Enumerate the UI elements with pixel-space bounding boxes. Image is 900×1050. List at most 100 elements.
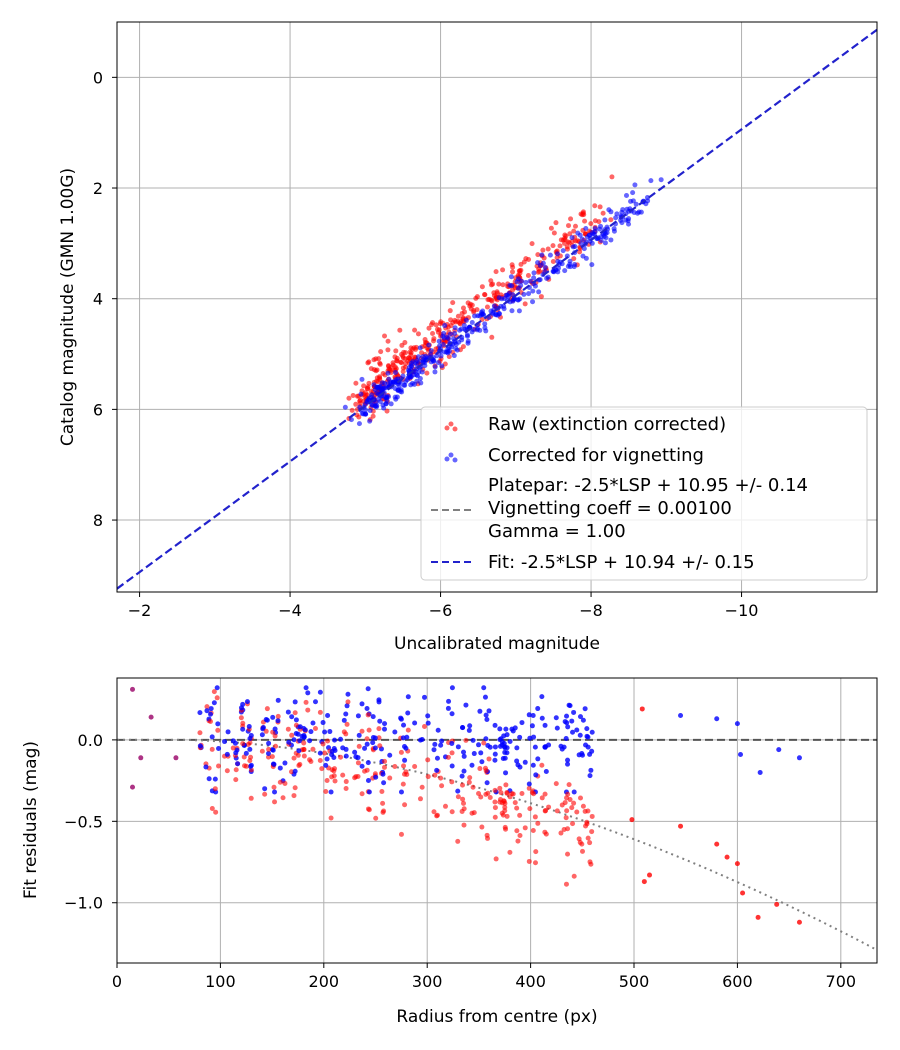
corrected-residual-point bbox=[497, 737, 503, 743]
corrected-residual-point bbox=[272, 789, 278, 795]
corrected-residual-point bbox=[563, 736, 569, 742]
corrected-data-point bbox=[385, 370, 391, 376]
corrected-data-point bbox=[491, 303, 497, 309]
corrected-residual-point bbox=[266, 750, 272, 756]
raw-residual-point bbox=[359, 791, 365, 797]
raw-residual-point bbox=[307, 757, 313, 763]
corrected-residual-point bbox=[303, 685, 309, 691]
bottom-x-axis-label: Radius from centre (px) bbox=[396, 1007, 597, 1027]
top-y-tick-label: 4 bbox=[93, 290, 103, 309]
raw-data-point bbox=[553, 220, 559, 226]
raw-data-point bbox=[510, 264, 516, 270]
raw-data-point bbox=[562, 240, 568, 246]
corrected-data-point bbox=[623, 217, 629, 223]
corrected-residual-point bbox=[355, 755, 361, 761]
corrected-data-point bbox=[371, 382, 377, 388]
corrected-data-point bbox=[375, 384, 381, 390]
raw-data-point bbox=[550, 243, 556, 249]
bottom-ticks: 0 100 200 300 400 500 600 700 0.0 −0.5 −1.0 bbox=[64, 731, 856, 991]
corrected-residual-point bbox=[487, 744, 493, 750]
corrected-residual-point bbox=[377, 718, 383, 724]
corrected-residual-point bbox=[543, 768, 549, 774]
outer-residual-point bbox=[714, 716, 720, 722]
raw-residual-point bbox=[303, 699, 309, 705]
top-x-tick-label: −2 bbox=[128, 601, 152, 620]
raw-data-point bbox=[361, 383, 367, 389]
raw-data-point bbox=[568, 216, 574, 222]
corrected-residual-point bbox=[225, 729, 231, 735]
outer-residual-point bbox=[629, 817, 635, 823]
raw-data-point bbox=[400, 369, 406, 375]
raw-residual-point bbox=[460, 796, 466, 802]
raw-residual-point bbox=[365, 806, 371, 812]
corrected-residual-point bbox=[562, 719, 568, 725]
top-y-axis-label: Catalog magnitude (GMN 1.00G) bbox=[58, 168, 78, 446]
raw-residual-point bbox=[365, 712, 371, 718]
corrected-data-point bbox=[645, 198, 651, 204]
corrected-residual-point bbox=[293, 731, 299, 737]
raw-residual-point bbox=[343, 785, 349, 791]
raw-residual-point bbox=[504, 813, 510, 819]
corrected-residual-point bbox=[370, 714, 376, 720]
raw-residual-point bbox=[461, 822, 467, 828]
corrected-residual-point bbox=[531, 734, 537, 740]
corrected-data-point bbox=[406, 364, 412, 370]
raw-data-point bbox=[566, 223, 572, 229]
raw-residual-point bbox=[571, 873, 577, 879]
raw-residual-point bbox=[559, 802, 565, 808]
bottom-y-tick-label: −0.5 bbox=[64, 812, 103, 831]
corrected-data-point bbox=[581, 246, 587, 252]
raw-data-point bbox=[373, 368, 379, 374]
corrected-data-point bbox=[572, 244, 578, 250]
corrected-data-point bbox=[530, 288, 536, 294]
corrected-data-point bbox=[536, 289, 542, 295]
corrected-data-point bbox=[451, 353, 457, 359]
corrected-residual-point bbox=[206, 776, 212, 782]
corrected-residual-point bbox=[460, 725, 466, 731]
corrected-residual-point bbox=[530, 762, 536, 768]
corrected-data-point bbox=[577, 232, 583, 238]
corrected-residual-point bbox=[299, 733, 305, 739]
corrected-data-point bbox=[417, 345, 423, 351]
corrected-residual-point bbox=[483, 736, 489, 742]
corrected-residual-point bbox=[584, 733, 590, 739]
corrected-data-point bbox=[440, 342, 446, 348]
corrected-residual-point bbox=[574, 727, 580, 733]
raw-residual-point bbox=[569, 805, 575, 811]
raw-residual-point bbox=[209, 746, 215, 752]
corrected-residual-point bbox=[478, 750, 484, 756]
raw-residual-point bbox=[449, 779, 455, 785]
corrected-residual-point bbox=[387, 752, 393, 758]
raw-residual-point bbox=[381, 764, 387, 770]
corrected-residual-point bbox=[364, 741, 370, 747]
raw-residual-point bbox=[532, 814, 538, 820]
corrected-data-point bbox=[367, 418, 373, 424]
raw-residual-point bbox=[381, 808, 387, 814]
raw-residual-point bbox=[431, 809, 437, 815]
raw-data-point bbox=[402, 340, 408, 346]
raw-residual-point bbox=[477, 766, 483, 772]
raw-residual-point bbox=[263, 728, 269, 734]
corrected-residual-point bbox=[197, 710, 203, 716]
raw-residual-point bbox=[332, 778, 338, 784]
corrected-data-point bbox=[611, 228, 617, 234]
raw-residual-point bbox=[563, 881, 569, 887]
raw-data-point bbox=[548, 225, 554, 231]
raw-residual-point bbox=[324, 778, 330, 784]
raw-data-point bbox=[567, 231, 573, 237]
top-x-tick-label: −6 bbox=[429, 601, 453, 620]
outer-residual-point bbox=[647, 872, 653, 878]
corrected-data-point bbox=[598, 237, 604, 243]
raw-data-point bbox=[415, 331, 421, 337]
raw-residual-point bbox=[356, 743, 362, 749]
raw-residual-point bbox=[366, 727, 372, 733]
raw-data-point bbox=[571, 256, 577, 262]
raw-data-point bbox=[366, 359, 372, 365]
raw-data-point bbox=[474, 294, 480, 300]
corrected-data-point bbox=[418, 380, 424, 386]
corrected-residual-point bbox=[338, 736, 344, 742]
corrected-residual-point bbox=[425, 720, 431, 726]
outer-residual-point bbox=[757, 769, 763, 775]
corrected-residual-point bbox=[535, 706, 541, 712]
corrected-residual-point bbox=[526, 781, 532, 787]
